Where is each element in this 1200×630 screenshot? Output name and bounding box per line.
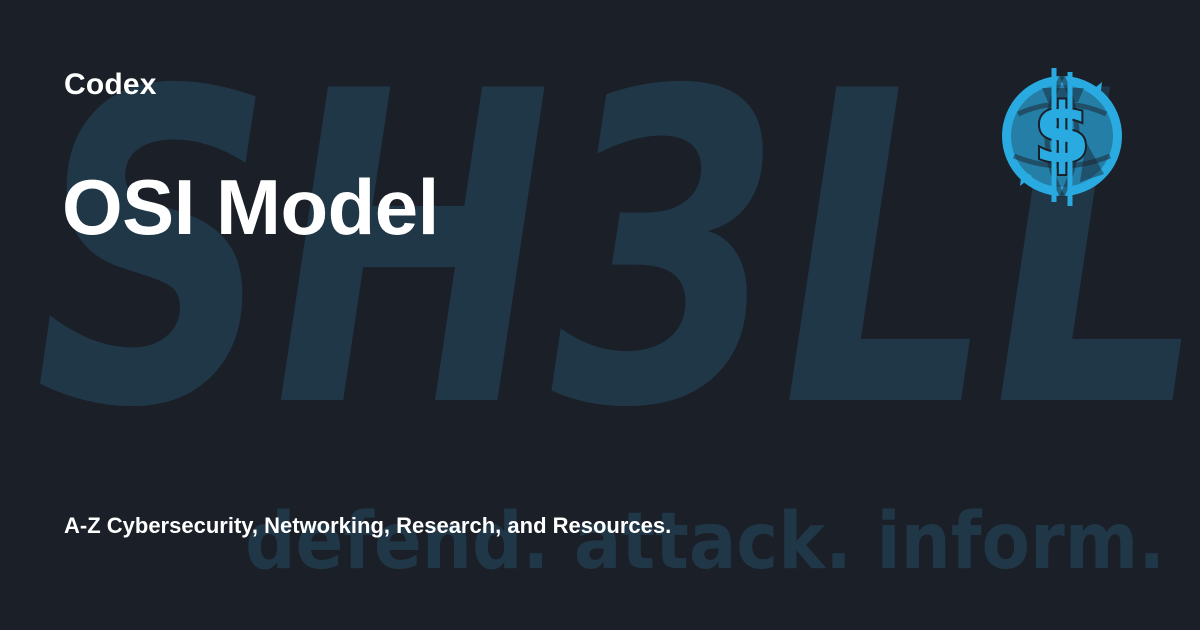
- page-title: OSI Model: [62, 163, 439, 251]
- background-tagline-text: defend. attack. inform.: [245, 497, 1165, 587]
- page-subtitle: A-Z Cybersecurity, Networking, Research,…: [64, 513, 672, 538]
- background-wordmark-text: SH3LL: [35, 2, 1200, 502]
- dollar-shield-globe-icon: $: [1002, 68, 1122, 206]
- brand-name: Codex: [64, 68, 157, 101]
- svg-text:$: $: [1033, 87, 1090, 182]
